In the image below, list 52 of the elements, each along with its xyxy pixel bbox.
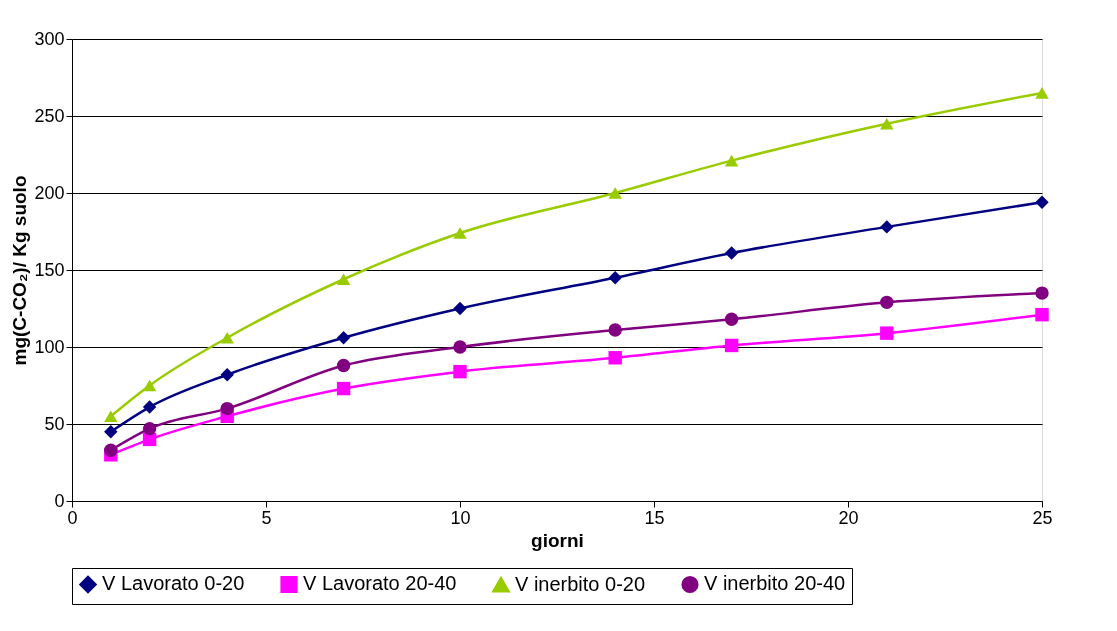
point [142,421,157,436]
point [104,443,118,457]
y-tick-label: 100 [34,336,65,357]
legend-label: V inerbito 20-40 [704,572,846,595]
point [724,154,739,167]
point [880,220,894,234]
point [1035,286,1049,300]
x-axis-title: giorni [531,529,584,551]
x-tick-label: 10 [450,507,471,528]
x-tick-label: 25 [1032,507,1053,528]
point [142,400,157,414]
point [453,301,467,316]
point [880,295,894,310]
point [220,401,234,416]
y-tick-label: 150 [34,259,65,280]
point [336,358,351,373]
point [608,351,622,365]
legend-label: V inerbito 0-20 [515,572,646,595]
point [220,368,234,382]
point [608,270,622,285]
point [608,323,622,337]
point [336,273,351,286]
point [453,227,467,239]
point [104,424,118,439]
point [1035,195,1049,209]
y-axis-title: mg(C-CO₂)/ Kg suolo [9,175,31,366]
y-tick-label: 0 [54,490,65,511]
x-tick-label: 5 [261,507,272,528]
x-tick-label: 15 [644,507,665,528]
point [1035,307,1049,322]
y-tick-label: 300 [34,28,65,49]
point [336,331,351,345]
point [453,340,467,354]
point [104,410,118,423]
point [724,246,739,260]
x-tick-label: 20 [838,507,859,528]
point [220,331,234,344]
point [880,326,894,340]
point [336,381,351,396]
point [880,117,894,130]
legend-label: V Lavorato 0-20 [102,572,245,595]
point [724,338,739,353]
point [608,187,622,199]
point [724,312,739,326]
point [142,379,157,392]
y-tick-label: 250 [34,105,65,126]
point [1035,87,1049,99]
legend-label: V Lavorato 20-40 [303,572,457,595]
point [453,364,467,379]
x-tick-label: 0 [67,507,78,528]
y-tick-label: 200 [34,182,65,203]
y-tick-label: 50 [44,413,65,434]
